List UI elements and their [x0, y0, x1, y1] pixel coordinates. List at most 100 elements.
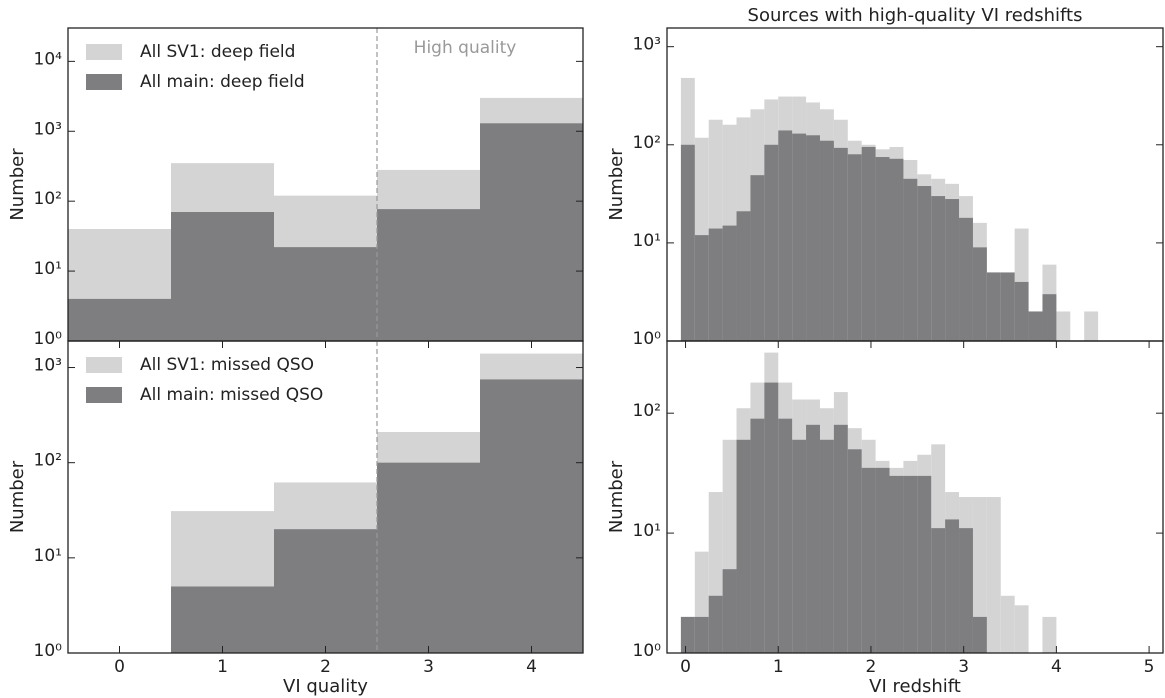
- y-axis-label: Number: [7, 148, 28, 221]
- histogram-bar: [847, 154, 862, 341]
- y-axis-label: Number: [7, 460, 28, 533]
- y-tick-label: 10²: [34, 189, 62, 209]
- histogram-bar: [171, 212, 274, 341]
- x-tick-label: 0: [114, 657, 125, 677]
- y-tick-label: 10⁰: [633, 329, 662, 349]
- y-tick-label: 10¹: [633, 521, 661, 541]
- legend-swatch: [86, 387, 122, 403]
- histogram-bar: [722, 225, 737, 341]
- histogram-bar: [750, 418, 765, 653]
- histogram-bar: [1014, 281, 1029, 341]
- histogram-bar: [889, 158, 904, 341]
- legend-label: All SV1: missed QSO: [140, 355, 314, 375]
- x-tick-label: 2: [320, 657, 331, 677]
- legend-swatch: [86, 74, 122, 90]
- histogram-bar: [1042, 294, 1057, 341]
- histogram-bar: [1056, 311, 1071, 341]
- y-tick-label: 10³: [633, 35, 661, 55]
- histogram-bar: [708, 228, 723, 341]
- plot-frame: [666, 340, 1164, 654]
- histogram-bar: [274, 529, 377, 653]
- chart-title: Sources with high-quality VI redshifts: [748, 5, 1083, 26]
- histogram-bar: [778, 130, 793, 341]
- x-tick-label: 0: [680, 657, 691, 677]
- legend-label: All SV1: deep field: [140, 42, 295, 62]
- legend-swatch: [86, 44, 122, 60]
- x-tick-label: 3: [958, 657, 969, 677]
- y-tick-label: 10¹: [633, 231, 661, 251]
- histogram-bar: [875, 467, 890, 653]
- histogram-bar: [931, 196, 946, 341]
- x-axis-label: VI redshift: [869, 676, 961, 697]
- histogram-bar: [861, 146, 876, 341]
- y-tick-label: 10³: [34, 356, 62, 376]
- histogram-bar: [750, 175, 765, 341]
- y-tick-label: 10²: [633, 133, 661, 153]
- histogram-bar: [792, 133, 807, 341]
- histogram-bar: [377, 462, 480, 653]
- histogram-bar: [764, 382, 779, 653]
- y-tick-label: 10¹: [34, 259, 62, 279]
- histogram-bar: [972, 497, 987, 653]
- legend-swatch: [86, 357, 122, 373]
- histogram-bar: [945, 199, 960, 341]
- histogram-bar: [778, 418, 793, 653]
- histogram-bar: [708, 595, 723, 653]
- y-tick-label: 10⁰: [34, 329, 63, 349]
- annotation: High quality: [414, 38, 517, 58]
- x-tick-label: 4: [1051, 657, 1062, 677]
- histogram-bar: [68, 298, 171, 341]
- histogram-bar: [377, 209, 480, 341]
- histogram-bar: [903, 475, 918, 653]
- histogram-bar: [806, 424, 820, 653]
- y-tick-label: 10⁴: [34, 49, 63, 69]
- histogram-bar: [833, 424, 848, 653]
- x-tick-label: 1: [217, 657, 228, 677]
- histogram-bar: [1000, 272, 1015, 341]
- histogram-bar: [945, 519, 960, 653]
- histogram-bar: [1028, 311, 1043, 341]
- histogram-bar: [986, 272, 1001, 341]
- y-tick-label: 10⁰: [34, 641, 63, 661]
- histogram-bar: [792, 439, 807, 653]
- histogram-bar: [875, 157, 890, 341]
- histogram-bar: [903, 178, 918, 341]
- histogram-bar: [1042, 616, 1057, 653]
- histogram-bar: [986, 497, 1001, 653]
- x-axis-label: VI quality: [283, 676, 368, 697]
- y-tick-label: 10²: [34, 451, 62, 471]
- histogram-bar: [972, 616, 987, 653]
- histogram-bar: [680, 616, 695, 653]
- histogram-bar: [736, 211, 751, 341]
- y-axis-label: Number: [606, 148, 627, 221]
- histogram-bar: [722, 569, 737, 653]
- histogram-bar: [917, 186, 932, 341]
- x-tick-label: 3: [423, 657, 434, 677]
- x-tick-label: 2: [866, 657, 877, 677]
- histogram-bar: [1000, 595, 1015, 653]
- y-axis-label: Number: [606, 460, 627, 533]
- histogram-bar: [931, 528, 946, 653]
- histogram-bar: [959, 528, 973, 653]
- x-tick-label: 1: [773, 657, 784, 677]
- histogram-bar: [171, 586, 274, 653]
- histogram-bar: [917, 475, 932, 653]
- histogram-bar: [819, 140, 834, 341]
- histogram-bar: [1084, 311, 1099, 341]
- histogram-bar: [972, 247, 987, 341]
- histogram-bar: [861, 467, 876, 653]
- histogram-bar: [806, 135, 820, 341]
- legend-label: All main: deep field: [140, 72, 305, 92]
- histogram-bar: [847, 449, 862, 653]
- histogram-bar: [1014, 605, 1029, 653]
- y-tick-label: 10²: [633, 401, 661, 421]
- histogram-bar: [833, 147, 848, 341]
- y-tick-label: 10¹: [34, 546, 62, 566]
- y-tick-label: 10⁰: [633, 641, 662, 661]
- histogram-bar: [274, 247, 377, 341]
- histogram-bar: [694, 235, 709, 341]
- legend-label: All main: missed QSO: [140, 385, 323, 405]
- histogram-bar: [764, 144, 779, 341]
- histogram-bar: [680, 144, 695, 341]
